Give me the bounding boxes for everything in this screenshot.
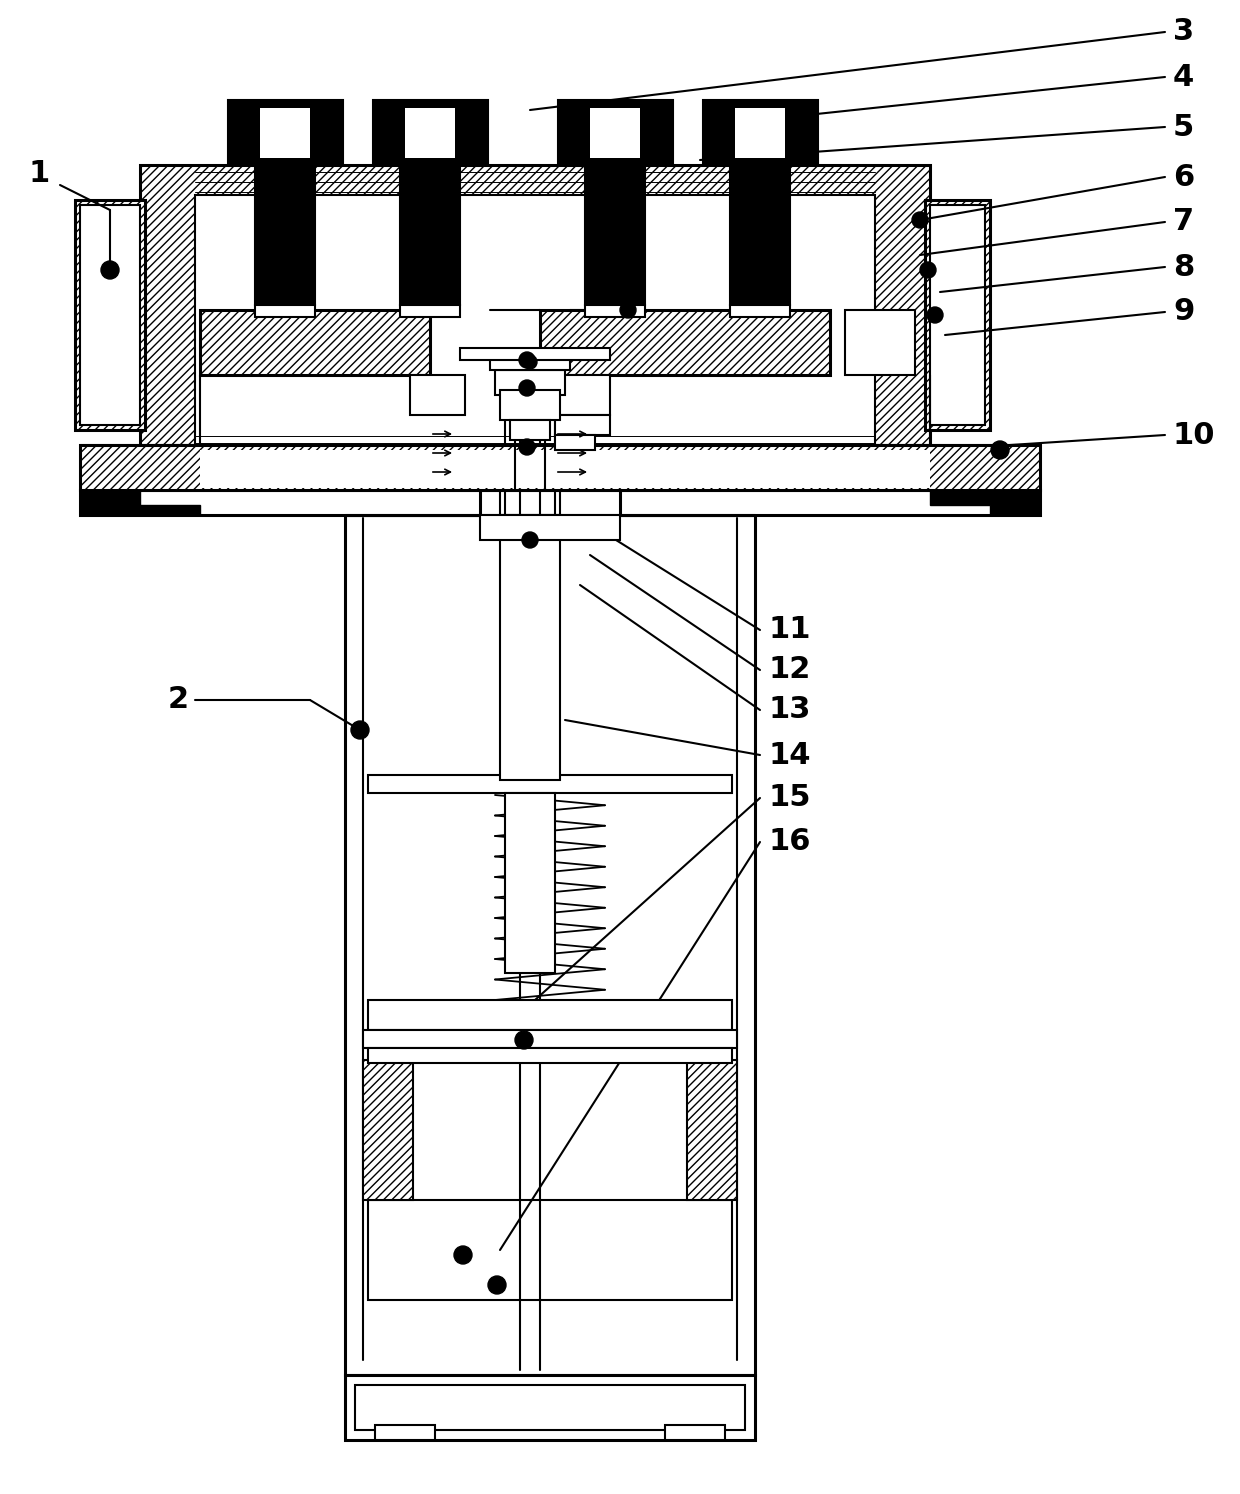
Bar	[735, 108, 785, 158]
Bar	[405, 108, 455, 158]
Text: 15: 15	[768, 783, 811, 813]
Bar	[930, 205, 985, 424]
Bar	[255, 305, 315, 317]
Circle shape	[991, 441, 1009, 459]
Text: 16: 16	[768, 828, 811, 856]
Bar	[255, 164, 315, 305]
Bar	[195, 196, 875, 445]
Text: 13: 13	[768, 696, 811, 725]
Bar	[590, 108, 640, 158]
Circle shape	[520, 353, 534, 368]
Bar	[500, 515, 560, 780]
Bar	[345, 1374, 755, 1440]
Bar	[200, 309, 430, 375]
Circle shape	[620, 302, 636, 318]
Bar	[585, 305, 645, 317]
Bar	[401, 305, 460, 317]
Bar	[363, 1061, 413, 1200]
Text: 6: 6	[1173, 163, 1194, 191]
Bar	[556, 435, 595, 450]
Circle shape	[911, 212, 928, 229]
Text: 11: 11	[768, 616, 811, 644]
Bar	[74, 200, 145, 430]
Text: 8: 8	[1173, 252, 1194, 281]
Bar	[401, 164, 460, 305]
Bar	[510, 420, 551, 441]
Text: 2: 2	[167, 686, 190, 714]
Bar	[260, 108, 310, 158]
Bar	[665, 1425, 725, 1440]
Bar	[81, 445, 1040, 490]
Bar	[687, 1061, 737, 1200]
Circle shape	[454, 1246, 472, 1264]
Bar	[730, 164, 790, 305]
Circle shape	[351, 722, 370, 740]
Text: 12: 12	[768, 656, 811, 684]
Bar	[345, 515, 755, 1374]
Bar	[480, 515, 620, 539]
Bar	[81, 205, 140, 424]
Circle shape	[520, 379, 534, 396]
Text: 10: 10	[1173, 420, 1215, 450]
Circle shape	[928, 306, 942, 323]
Bar	[490, 356, 570, 371]
Circle shape	[100, 261, 119, 279]
Bar	[410, 375, 465, 415]
Bar	[585, 164, 645, 305]
Bar	[81, 490, 1040, 515]
Bar	[500, 390, 560, 420]
Bar	[505, 793, 556, 973]
Circle shape	[520, 439, 534, 456]
Polygon shape	[930, 490, 1040, 515]
Bar	[363, 1029, 737, 1047]
Circle shape	[515, 1031, 533, 1049]
Bar	[556, 415, 610, 435]
Bar	[368, 775, 732, 793]
Text: 3: 3	[1173, 18, 1194, 46]
Bar	[844, 309, 915, 375]
Bar	[556, 375, 610, 415]
Text: 9: 9	[1173, 297, 1194, 327]
Bar	[730, 305, 790, 317]
Bar	[495, 371, 565, 394]
Text: 7: 7	[1173, 208, 1194, 236]
Text: 14: 14	[768, 741, 811, 769]
Text: 1: 1	[29, 158, 50, 188]
Bar	[200, 450, 930, 489]
Text: 4: 4	[1173, 63, 1194, 91]
Text: 5: 5	[1173, 112, 1194, 142]
Polygon shape	[81, 490, 200, 515]
Bar	[368, 999, 732, 1029]
Circle shape	[920, 261, 936, 278]
Circle shape	[489, 1276, 506, 1294]
Bar	[368, 1200, 732, 1300]
Bar	[703, 100, 818, 164]
Bar	[140, 164, 930, 445]
Bar	[460, 348, 610, 360]
Bar	[355, 1385, 745, 1430]
Bar	[368, 1047, 732, 1064]
Bar	[925, 200, 990, 430]
Circle shape	[523, 356, 537, 369]
Bar	[539, 309, 830, 375]
Bar	[374, 1425, 435, 1440]
Bar	[228, 100, 343, 164]
Bar	[558, 100, 673, 164]
Bar	[373, 100, 489, 164]
Circle shape	[522, 532, 538, 548]
